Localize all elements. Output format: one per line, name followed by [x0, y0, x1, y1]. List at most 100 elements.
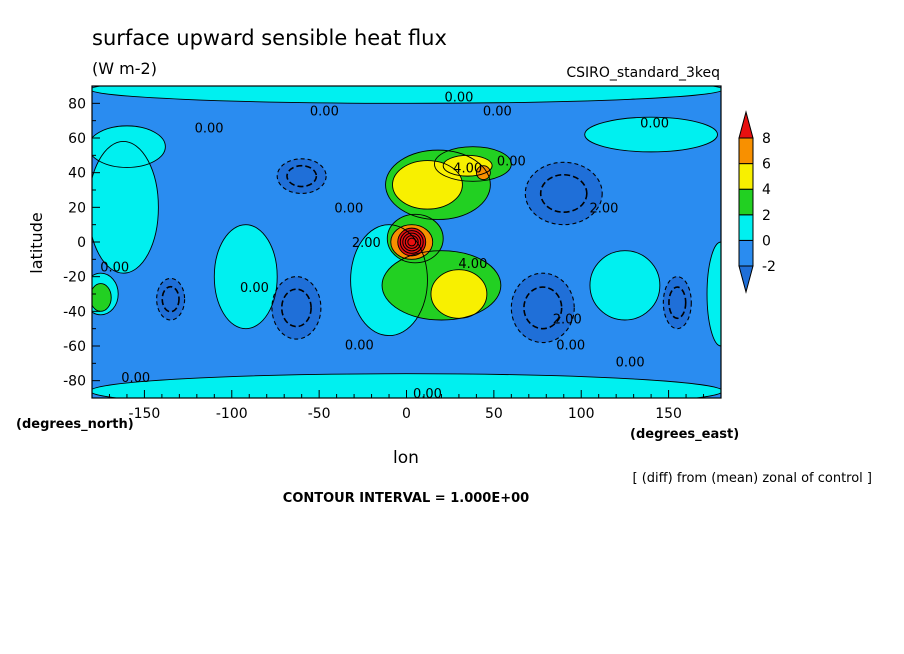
contour-label-5: 4.00 — [453, 161, 482, 176]
field-region-14 — [156, 278, 185, 321]
colorbar-label-0: -2 — [762, 259, 776, 275]
contour-inner-12 — [539, 173, 588, 213]
contour-line-25 — [390, 224, 434, 260]
y-units-label: (degrees_north) — [16, 417, 134, 432]
contour-line-21 — [392, 160, 463, 210]
contour-label-9: 2.00 — [352, 236, 381, 251]
contour-label-1: 0.00 — [310, 104, 339, 119]
field-region-15 — [511, 273, 575, 343]
contour-line-19 — [381, 250, 502, 321]
contour-lines — [92, 86, 721, 398]
field-region-2 — [584, 117, 718, 152]
contour-line-11 — [276, 158, 327, 195]
contour-label-6: 0.00 — [497, 155, 526, 170]
field-region-13 — [271, 276, 321, 340]
contour-line-3 — [92, 125, 166, 168]
x-units-label: (degrees_east) — [630, 427, 739, 442]
contour-label-2: 0.00 — [483, 104, 512, 119]
dataset-label: CSIRO_standard_3keq — [566, 65, 720, 81]
field-regions — [92, 86, 721, 398]
contour-line-23 — [430, 269, 488, 319]
contour-label-8: 0.00 — [334, 201, 363, 216]
y-axis-label: latitude — [27, 212, 46, 273]
contour-line-12 — [524, 161, 603, 226]
y-tick-label-20: 20 — [68, 200, 86, 216]
contour-inner-11 — [286, 164, 318, 188]
contour-label-17: 0.00 — [121, 371, 150, 386]
colorbar-label-2: 2 — [762, 208, 771, 224]
contour-line-13 — [271, 276, 322, 340]
contour-line-22 — [442, 154, 493, 177]
field-region-0 — [92, 86, 721, 104]
contour-line-14 — [156, 277, 186, 321]
contour-line-2 — [584, 116, 718, 153]
contour-label-14: 0.00 — [345, 338, 374, 353]
colorbar-label-1: 0 — [762, 233, 771, 249]
colorbar-label-4: 6 — [762, 157, 771, 173]
colorbar-label-3: 4 — [762, 182, 771, 198]
x-tick-label-50: 50 — [485, 406, 503, 422]
y-tick-label-40: 40 — [68, 166, 86, 182]
contour-interval: CONTOUR INTERVAL = 1.000E+00 — [283, 491, 529, 506]
colorbar-band-1 — [738, 239, 754, 267]
x-tick-label--150: -150 — [129, 406, 161, 422]
contour-line-18 — [434, 146, 512, 182]
field-region-12 — [525, 162, 603, 225]
colorbar: -2 0 2 4 6 8 — [738, 110, 776, 294]
contour-line-8 — [350, 224, 428, 337]
y-tick-label-60: 60 — [68, 131, 86, 147]
contour-line-6 — [92, 283, 112, 312]
x-tick-label--100: -100 — [216, 406, 248, 422]
contour-line-7 — [213, 224, 278, 330]
contour-inner-26-4 — [407, 237, 417, 247]
contour-label-18: 0.00 — [413, 387, 442, 402]
x-tick-label-150: 150 — [655, 406, 682, 422]
contour-label-0: 0.00 — [444, 90, 473, 105]
contour-inner-13 — [280, 288, 312, 328]
contour-line-5 — [92, 272, 119, 316]
x-axis-label: lon — [393, 448, 419, 468]
chart-subtitle: (W m-2) — [92, 59, 157, 78]
contour-label-4: 0.00 — [640, 116, 669, 131]
field-region-16 — [663, 276, 692, 329]
contour-line-17 — [385, 149, 491, 220]
x-tick-label-100: 100 — [568, 406, 595, 422]
y-tick-label--20: -20 — [63, 270, 86, 286]
x-axis: -150 -100 -50 0 50 100 150 — [91, 390, 722, 422]
contour-label-13: 2.00 — [553, 312, 582, 327]
field-region-26 — [397, 228, 426, 256]
contour-line-4 — [92, 141, 159, 274]
field-region-23 — [430, 269, 487, 319]
y-tick-label-80: 80 — [68, 96, 86, 112]
field-region-9 — [589, 250, 660, 320]
chart-title: surface upward sensible heat flux — [92, 26, 447, 50]
colorbar-band-0 — [738, 265, 754, 294]
field-region-24 — [476, 165, 491, 180]
field-region-4 — [92, 141, 159, 274]
contour-label-15: 0.00 — [556, 338, 585, 353]
contour-line-26 — [397, 227, 427, 257]
y-tick-label--80: -80 — [63, 374, 86, 390]
y-tick-label--40: -40 — [63, 304, 86, 320]
contour-label-10: 4.00 — [458, 257, 487, 272]
field-region-6 — [92, 283, 112, 312]
field-region-21 — [392, 160, 463, 210]
contour-line-1 — [92, 373, 721, 398]
contour-line-24 — [475, 165, 491, 181]
contour-inner-26-2 — [402, 232, 422, 252]
contour-line-16 — [662, 276, 692, 330]
contour-line-15 — [510, 272, 575, 344]
contour-labels: 0.00 0.00 0.00 0.00 0.00 4.00 0.00 2.00 0.00 2.00… — [100, 90, 669, 401]
field-region-7 — [214, 224, 278, 329]
contour-line-0 — [92, 86, 721, 104]
colorbar-label-5: 8 — [762, 131, 771, 147]
contour-label-3: 0.00 — [195, 122, 224, 137]
colorbar-band-4 — [738, 163, 754, 190]
colorbar-band-6 — [738, 110, 754, 139]
contour-label-12: 0.00 — [240, 281, 269, 296]
contour-inner-14 — [161, 285, 180, 313]
contour-inner-26-1 — [399, 230, 424, 254]
contour-inner-15 — [523, 286, 563, 330]
colorbar-band-3 — [738, 188, 754, 216]
